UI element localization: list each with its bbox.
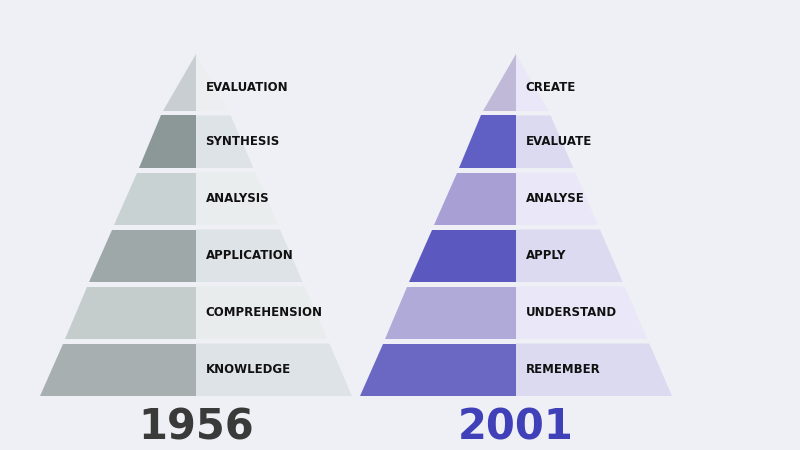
Text: APPLY: APPLY — [526, 249, 566, 262]
Polygon shape — [196, 230, 302, 282]
Polygon shape — [138, 116, 196, 168]
Polygon shape — [516, 287, 647, 339]
Polygon shape — [516, 116, 574, 168]
Polygon shape — [196, 116, 254, 168]
Text: ANALYSE: ANALYSE — [526, 192, 584, 205]
Polygon shape — [385, 287, 516, 339]
Text: CREATE: CREATE — [526, 81, 576, 94]
Polygon shape — [516, 230, 622, 282]
Polygon shape — [516, 54, 549, 111]
Polygon shape — [410, 230, 516, 282]
Polygon shape — [196, 343, 352, 396]
Text: APPLICATION: APPLICATION — [206, 249, 294, 262]
Polygon shape — [196, 287, 327, 339]
Text: 1956: 1956 — [138, 406, 254, 449]
Polygon shape — [360, 343, 516, 396]
Polygon shape — [516, 172, 598, 225]
Text: 2001: 2001 — [458, 406, 574, 449]
Polygon shape — [114, 172, 196, 225]
Polygon shape — [458, 116, 516, 168]
Polygon shape — [40, 343, 196, 396]
Polygon shape — [483, 54, 516, 111]
Text: UNDERSTAND: UNDERSTAND — [526, 306, 617, 319]
Text: EVALUATION: EVALUATION — [206, 81, 288, 94]
Polygon shape — [90, 230, 196, 282]
Text: KNOWLEDGE: KNOWLEDGE — [206, 363, 290, 376]
Text: EVALUATE: EVALUATE — [526, 135, 592, 148]
Text: ANALYSIS: ANALYSIS — [206, 192, 270, 205]
Polygon shape — [516, 343, 672, 396]
Polygon shape — [434, 172, 516, 225]
Text: REMEMBER: REMEMBER — [526, 363, 600, 376]
Polygon shape — [65, 287, 196, 339]
Polygon shape — [196, 54, 229, 111]
Polygon shape — [163, 54, 196, 111]
Polygon shape — [196, 172, 278, 225]
Text: COMPREHENSION: COMPREHENSION — [206, 306, 322, 319]
Text: SYNTHESIS: SYNTHESIS — [206, 135, 280, 148]
